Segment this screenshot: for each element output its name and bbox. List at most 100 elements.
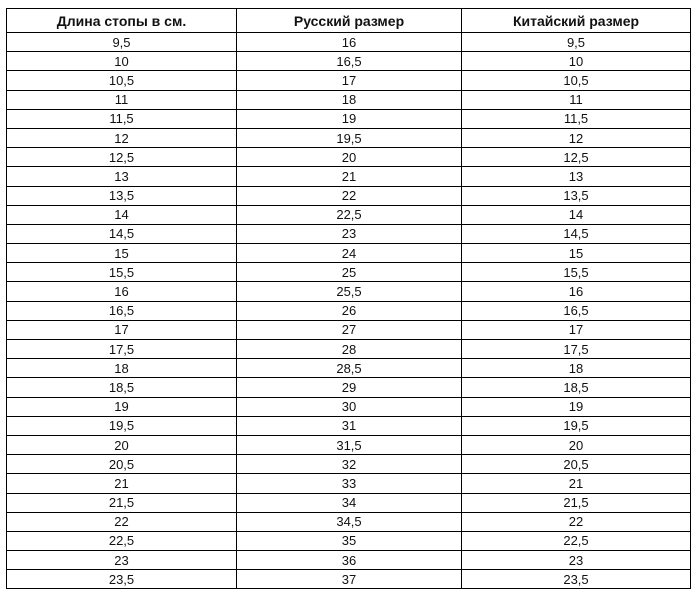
table-cell: 23,5 [6,569,237,590]
table-row: 13 21 13 [6,166,691,187]
table-row: 20,5 32 20,5 [6,454,691,475]
table-cell: 17,5 [461,338,691,360]
table-cell: 18 [236,89,462,110]
table-row: 9,5 16 9,5 [6,31,691,53]
table-cell: 18 [6,358,237,379]
table-cell: 31,5 [236,434,462,456]
table-cell: 14 [6,204,237,225]
table-cell: 27 [236,319,462,341]
table-cell: 19 [6,396,237,417]
table-row: 23 36 23 [6,550,691,571]
table-cell: 23 [461,550,691,571]
header-cell: Длина стопы в см. [6,8,237,33]
table-row: 14,5 23 14,5 [6,223,691,245]
table-cell: 35 [236,530,462,552]
table-cell: 16 [236,31,462,53]
table-cell: 21 [6,473,237,494]
table-row: 11,5 19 11,5 [6,108,691,129]
table-cell: 21 [236,166,462,187]
table-row: 14 22,5 14 [6,204,691,225]
table-cell: 22,5 [6,530,237,552]
table-row: 18,5 29 18,5 [6,377,691,398]
table-row: 11 18 11 [6,89,691,110]
table-cell: 13,5 [461,185,691,206]
table-cell: 10 [6,51,237,72]
table-cell: 23 [236,223,462,245]
table-cell: 22 [236,185,462,206]
table-cell: 16 [461,281,691,302]
table-row: 21 33 21 [6,473,691,494]
table-cell: 14,5 [461,223,691,245]
table-row: 10 16,5 10 [6,51,691,72]
table-cell: 23 [6,550,237,571]
table-cell: 12 [6,127,237,149]
table-cell: 20 [236,147,462,168]
table-cell: 32 [236,454,462,475]
table-cell: 17,5 [6,338,237,360]
table-row: 22,5 35 22,5 [6,530,691,552]
table-body: 9,5 16 9,5 10 16,5 10 10,5 17 10,5 11 18 11 11,5 19 11… [6,31,691,590]
table-cell: 13 [461,166,691,187]
table-cell: 20,5 [461,454,691,475]
table-row: 16,5 26 16,5 [6,300,691,321]
table-row: 17 27 17 [6,319,691,341]
table-cell: 10,5 [6,70,237,91]
table-cell: 11 [6,89,237,110]
table-cell: 10,5 [461,70,691,91]
table-row: 18 28,5 18 [6,358,691,379]
table-cell: 28,5 [236,358,462,379]
table-cell: 16,5 [236,51,462,72]
table-cell: 9,5 [461,31,691,53]
table-row: 10,5 17 10,5 [6,70,691,91]
table-row: 17,5 28 17,5 [6,338,691,360]
table-cell: 25 [236,262,462,283]
table-row: 21,5 34 21,5 [6,492,691,513]
table-cell: 24 [236,243,462,264]
table-cell: 18,5 [461,377,691,398]
table-cell: 20,5 [6,454,237,475]
table-cell: 26 [236,300,462,321]
table-cell: 12 [461,127,691,149]
table-cell: 11 [461,89,691,110]
table-cell: 30 [236,396,462,417]
table-cell: 13 [6,166,237,187]
table-cell: 21,5 [6,492,237,513]
table-cell: 15 [6,243,237,264]
table-cell: 19,5 [461,415,691,436]
table-cell: 14,5 [6,223,237,245]
table-cell: 19 [461,396,691,417]
table-row: 12 19,5 12 [6,127,691,149]
table-cell: 25,5 [236,281,462,302]
table-cell: 22 [461,511,691,532]
table-cell: 9,5 [6,31,237,53]
table-cell: 17 [236,70,462,91]
table-cell: 18 [461,358,691,379]
table-cell: 20 [461,434,691,456]
table-cell: 29 [236,377,462,398]
table-cell: 36 [236,550,462,571]
table-cell: 10 [461,51,691,72]
table-row: 22 34,5 22 [6,511,691,532]
table-cell: 11,5 [6,108,237,129]
table-cell: 21 [461,473,691,494]
table-cell: 34,5 [236,511,462,532]
table-cell: 15,5 [6,262,237,283]
table-cell: 16 [6,281,237,302]
header-cell: Китайский размер [461,8,691,33]
table-cell: 15 [461,243,691,264]
header-row: Длина стопы в см. Русский размер Китайский… [6,8,691,33]
size-table: Длина стопы в см. Русский размер Китайский… [6,8,691,590]
table-cell: 33 [236,473,462,494]
table-row: 15,5 25 15,5 [6,262,691,283]
table-cell: 21,5 [461,492,691,513]
table-cell: 15,5 [461,262,691,283]
table-cell: 19 [236,108,462,129]
table-cell: 37 [236,569,462,590]
table-cell: 18,5 [6,377,237,398]
table-cell: 19,5 [6,415,237,436]
table-row: 13,5 22 13,5 [6,185,691,206]
table-cell: 12,5 [6,147,237,168]
table-cell: 34 [236,492,462,513]
table-cell: 17 [461,319,691,341]
